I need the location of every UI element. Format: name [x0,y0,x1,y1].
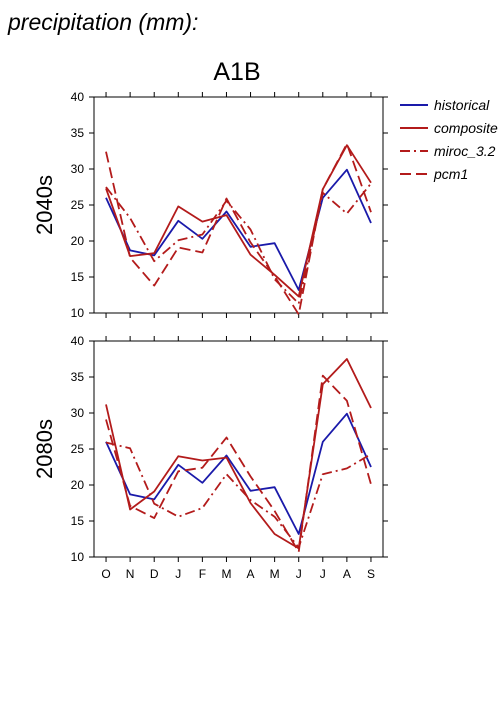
y-tick-label: 25 [71,442,85,456]
y-tick-label: 40 [71,90,85,104]
x-tick-label: A [247,567,255,581]
x-tick-label: M [221,567,231,581]
legend-label-pcm1: pcm1 [433,166,468,182]
y-tick-label: 25 [71,198,85,212]
series-line-pcm1 [105,374,372,553]
x-tick-label: A [343,567,351,581]
panel-label-2040s: 2040s [32,175,57,235]
series-line-composite [105,144,372,298]
chart-panel-2080s: 10 15 20 25 30 35 40 O N D J F M A M J J A S 2080s [32,334,388,581]
chart-panels: 10 15 20 25 30 35 40 2040s 10 15 20 25 30 35 40 O N D J F M A… [32,90,388,581]
x-tick-label: F [199,567,206,581]
y-tick-label: 20 [71,478,85,492]
x-tick-label: D [150,567,159,581]
series-line-pcm1 [105,142,372,316]
figure-title: precipitation (mm): [7,9,198,35]
y-tick-label: 10 [71,306,85,320]
y-tick-label: 40 [71,334,85,348]
legend-label-miroc_3.2: miroc_3.2 [434,143,496,159]
series-line-miroc_3.2 [105,182,372,305]
legend: historical composite miroc_3.2 pcm1 [400,97,498,182]
panel-label-2080s: 2080s [32,419,57,479]
x-tick-label: J [175,567,181,581]
plot-frame [93,96,384,314]
chart-panel-2040s: 10 15 20 25 30 35 40 2040s [32,90,388,320]
x-tick-label: J [296,567,302,581]
y-tick-label: 30 [71,162,85,176]
legend-label-historical: historical [434,97,490,113]
y-tick-label: 30 [71,406,85,420]
y-tick-label: 15 [71,270,85,284]
x-tick-label: S [367,567,375,581]
series-line-historical [105,412,372,535]
y-tick-label: 35 [71,126,85,140]
x-tick-label: J [320,567,326,581]
series-line-historical [105,168,372,291]
series-line-miroc_3.2 [105,441,372,549]
x-tick-label: O [101,567,110,581]
legend-label-composite: composite [434,120,498,136]
x-tick-label: M [270,567,280,581]
x-tick-label: N [126,567,135,581]
plot-frame [93,340,384,558]
y-tick-label: 10 [71,550,85,564]
y-tick-label: 20 [71,234,85,248]
figure-subtitle: A1B [213,58,260,86]
y-tick-label: 15 [71,514,85,528]
y-tick-label: 35 [71,370,85,384]
series-line-composite [105,358,372,550]
